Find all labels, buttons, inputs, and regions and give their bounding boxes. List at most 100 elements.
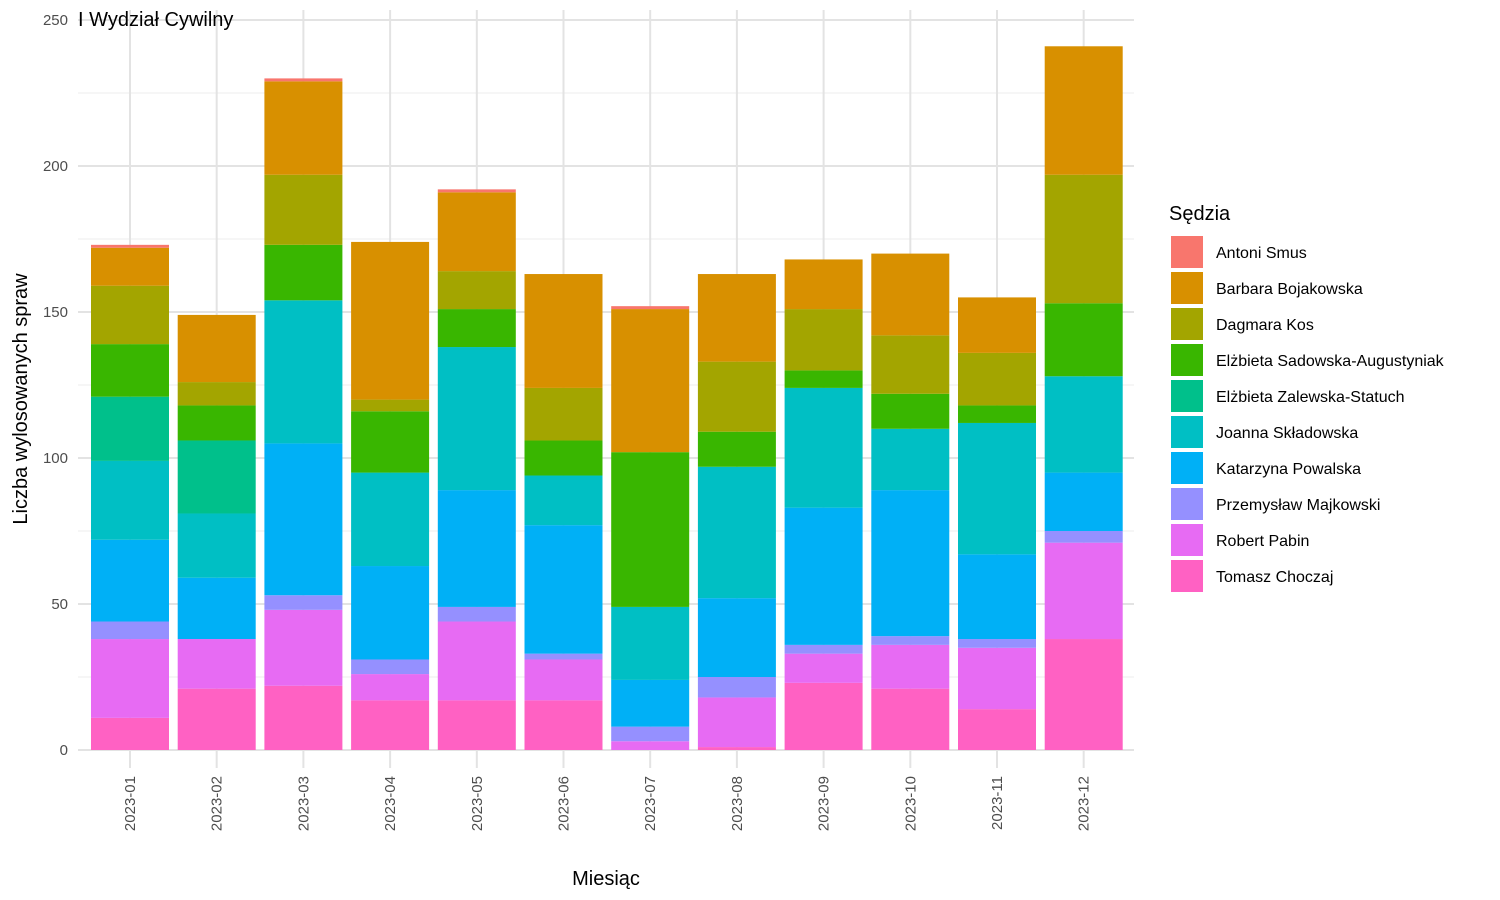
bar-segment [524,525,603,654]
bar-segment [697,431,776,467]
bar-segment [351,674,430,701]
y-axis-title: Liczba wylosowanych spraw [10,273,32,525]
bar-segment [177,314,256,383]
bar-segment [784,507,863,645]
legend-key [1169,414,1205,450]
bar-segment [958,647,1036,710]
bar-segment [351,241,430,400]
y-tick-label: 250 [43,12,68,29]
bars [91,46,1123,750]
bar-segment [264,609,343,686]
bar-segment [437,192,516,272]
bar-segment [697,747,776,750]
bar-segment [958,297,1036,353]
bar-segment [351,411,430,473]
bar-segment [351,566,430,660]
bar-segment [351,472,430,567]
y-tick-label: 0 [60,742,68,759]
x-tick-label: 2023-06 [556,776,573,831]
bar-segment [697,697,776,748]
bar-segment [524,659,603,701]
bar-segment [611,726,690,742]
bar-segment [437,347,516,491]
legend-key [1169,450,1205,486]
axes: 0 50 100 150 200 250 2023-01 2023-02 2023-03 2023… [43,12,1093,831]
bar-segment [784,387,863,508]
bar-segment [177,405,256,441]
bar-segment [91,539,169,622]
x-tick-label: 2023-08 [729,776,746,831]
bar-segment [1044,639,1123,750]
bar-segment [177,639,256,689]
bar-segment [177,382,256,406]
chart-title: I Wydział Cywilny [78,9,233,31]
legend-key [1169,234,1205,270]
bar-segment [177,577,256,640]
bar-segment [611,679,690,727]
bar-segment [437,621,516,701]
bar-segment [524,475,603,526]
bar-segment [1044,376,1123,473]
legend-key [1169,522,1205,558]
legend-key [1169,342,1205,378]
legend-label: Katarzyna Powalska [1216,461,1361,478]
bar-segment [437,271,516,310]
bar-segment [177,513,256,578]
legend: Sędzia Antoni Smus Barbara Bojakowska Dagm… [1169,203,1445,594]
bar-segment [524,274,603,388]
bar-segment [958,352,1036,406]
bar-segment [91,285,169,345]
bar-segment [611,309,690,453]
bar-segment [524,653,603,660]
legend-label: Robert Pabin [1216,533,1309,550]
bar-segment [784,644,863,654]
bar-segment [524,440,603,476]
bar-segment [91,460,169,540]
x-tick-label: 2023-11 [989,776,1006,830]
bar-segment [264,443,343,596]
bar-segment [1044,472,1123,531]
bar-segment [524,387,603,441]
legend-title: Sędzia [1169,203,1231,225]
bar-segment [177,688,256,750]
legend-label: Przemysław Majkowski [1216,497,1380,514]
legend-key [1169,486,1205,522]
bar-segment [958,405,1036,423]
bar-segment [871,428,950,491]
bar-segment [524,700,603,750]
legend-label: Tomasz Choczaj [1216,569,1333,586]
x-axis-title: Miesiąc [572,868,640,890]
x-tick-label: 2023-03 [295,776,312,831]
bar-segment [351,659,430,675]
bar-segment [91,396,169,461]
bar-segment [437,309,516,348]
x-tick-label: 2023-09 [816,776,833,831]
bar-segment [264,78,343,82]
bar-segment [958,422,1036,555]
bar-segment [697,598,776,677]
bar-segment [784,309,863,371]
bar-segment [697,361,776,432]
bar-segment [784,259,863,310]
bar-segment [264,300,343,444]
x-tick-label: 2023-12 [1076,776,1093,831]
x-tick-label: 2023-07 [642,776,659,831]
bar-segment [958,639,1036,648]
bar-segment [437,189,516,193]
y-tick-label: 150 [43,304,68,321]
bar-segment [871,253,950,336]
bar-segment [784,682,863,750]
bar-segment [1044,531,1123,543]
bar-segment [958,709,1036,750]
bar-segment [697,677,776,698]
bar-segment [871,636,950,645]
bar-segment [91,247,169,286]
bar-segment [91,717,169,750]
legend-key [1169,306,1205,342]
bar-segment [264,685,343,750]
bar-segment [958,554,1036,640]
legend-key [1169,558,1205,594]
bar-segment [91,344,169,397]
